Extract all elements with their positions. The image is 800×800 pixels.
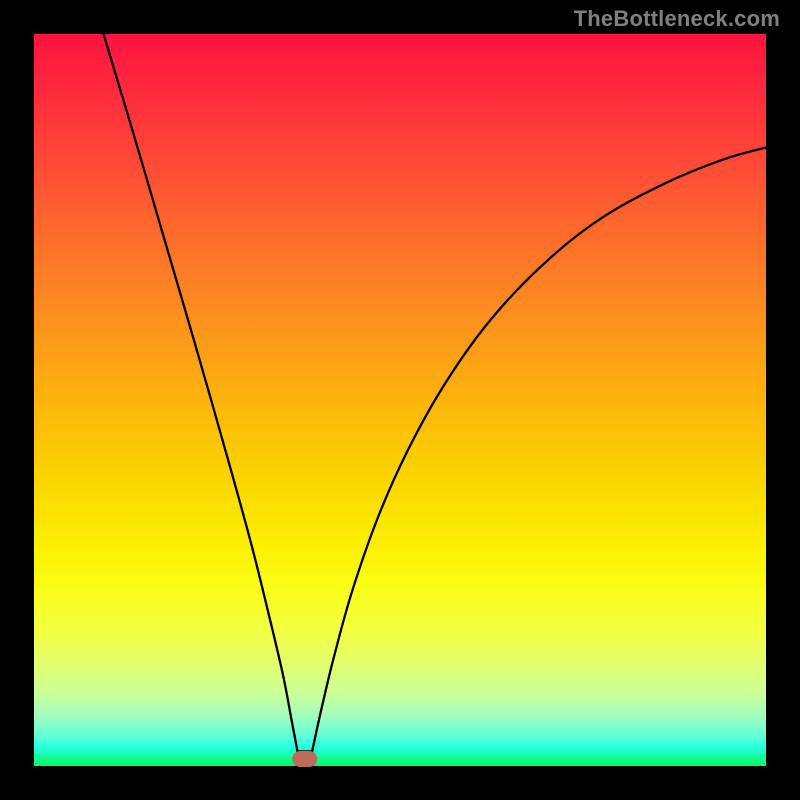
minimum-marker [292, 751, 318, 767]
chart-frame: TheBottleneck.com [0, 0, 800, 800]
plot-area [34, 34, 766, 766]
watermark-text: TheBottleneck.com [574, 6, 780, 32]
background-gradient [34, 34, 766, 766]
